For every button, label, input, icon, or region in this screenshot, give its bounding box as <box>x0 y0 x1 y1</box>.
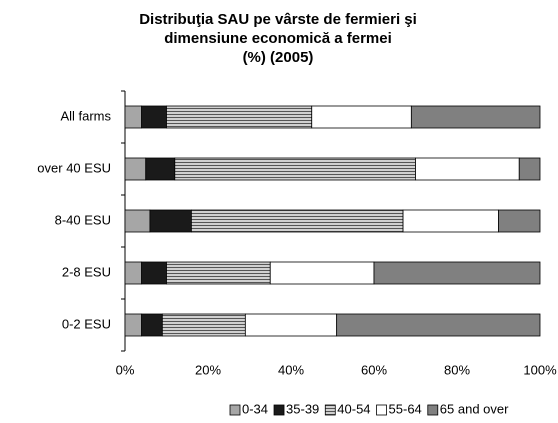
bar-segment <box>161 313 246 337</box>
chart-title: dimensiune economică a fermei <box>164 30 392 47</box>
y-tick-label: 0-2 ESU <box>62 316 111 331</box>
legend-swatch <box>376 404 387 416</box>
legend-label: 0-34 <box>242 401 268 416</box>
legend-swatch <box>229 404 241 416</box>
y-tick-label: 8-40 ESU <box>55 212 111 227</box>
bar-segment <box>124 313 143 337</box>
bar-segment <box>149 209 192 233</box>
bar-segment <box>141 261 167 285</box>
bar-segment <box>518 157 541 181</box>
bar-segment <box>402 209 499 233</box>
chart-title: Distribuţia SAU pe vârste de fermieri şi <box>139 11 417 28</box>
bar-segment <box>190 209 404 233</box>
y-tick-label: over 40 ESU <box>37 160 111 175</box>
bar-segment <box>124 157 147 181</box>
bar-segment <box>124 105 143 129</box>
bar-segment <box>269 261 375 285</box>
x-tick-label: 100% <box>523 362 557 377</box>
legend-label: 55-64 <box>389 401 422 416</box>
bar-segment <box>373 261 541 285</box>
legend-label: 65 and over <box>440 401 509 416</box>
bar-segment <box>124 261 143 285</box>
y-tick-label: 2-8 ESU <box>62 264 111 279</box>
legend-label: 35-39 <box>286 401 319 416</box>
x-tick-label: 0% <box>116 362 135 377</box>
bar-segment <box>166 105 313 129</box>
bar-segment <box>166 261 271 285</box>
legend-swatch <box>324 404 336 416</box>
bar-segment <box>311 105 412 129</box>
x-tick-label: 80% <box>444 362 470 377</box>
bar-segment <box>415 157 520 181</box>
bar-segment <box>141 313 163 337</box>
legend-label: 40-54 <box>337 401 370 416</box>
bar-segment <box>410 105 541 129</box>
legend-swatch <box>427 404 439 416</box>
x-tick-label: 60% <box>361 362 387 377</box>
x-tick-label: 20% <box>195 362 221 377</box>
x-tick-label: 40% <box>278 362 304 377</box>
bar-segment <box>145 157 176 181</box>
chart-title: (%) (2005) <box>243 49 314 66</box>
bar-segment <box>124 209 151 233</box>
bar-segment <box>244 313 338 337</box>
legend-swatch <box>273 404 285 416</box>
bar-segment <box>336 313 541 337</box>
bar-segment <box>174 157 416 181</box>
bar-segment <box>498 209 541 233</box>
y-tick-label: All farms <box>60 108 111 123</box>
bar-segment <box>141 105 167 129</box>
